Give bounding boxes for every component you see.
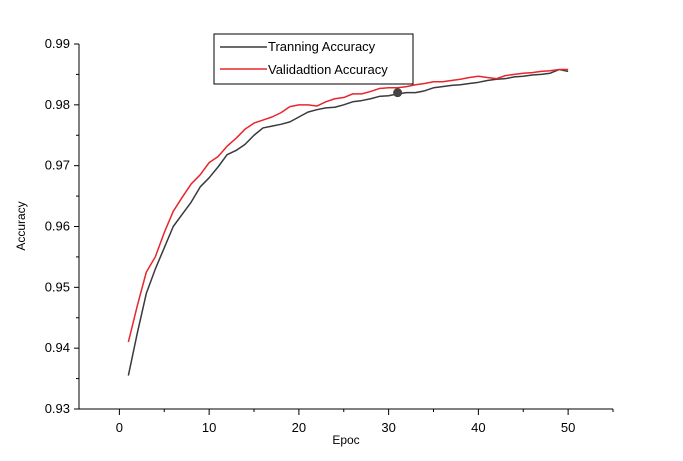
legend-label-training: Tranning Accuracy [268, 39, 376, 54]
y-axis-ticks: 0.93 0.94 0.95 0.96 0.97 0.98 0.99 [45, 36, 79, 416]
y-tick-label: 0.97 [45, 158, 70, 173]
legend: Tranning Accuracy Validadtion Accuracy [213, 33, 414, 85]
legend-box [213, 33, 414, 85]
marker-layer [393, 88, 403, 98]
data-point-marker [393, 88, 403, 98]
y-tick-label: 0.98 [45, 97, 70, 112]
legend-label-validation: Validadtion Accuracy [268, 62, 388, 77]
series-line-training [127, 68, 569, 376]
plot-area [127, 68, 569, 376]
x-tick-label: 0 [116, 420, 123, 435]
x-tick-label: 40 [471, 420, 485, 435]
x-tick-label: 50 [561, 420, 575, 435]
y-tick-label: 0.99 [45, 36, 70, 51]
series-layer [127, 68, 569, 376]
x-axis-ticks: 0 10 20 30 40 50 [116, 409, 614, 435]
series-line-validation [127, 68, 569, 343]
x-tick-label: 30 [381, 420, 395, 435]
x-axis-title: Epoc [332, 433, 359, 447]
x-tick-label: 10 [202, 420, 216, 435]
y-tick-label: 0.93 [45, 401, 70, 416]
y-tick-label: 0.95 [45, 279, 70, 294]
y-tick-label: 0.94 [45, 340, 70, 355]
y-tick-label: 0.96 [45, 219, 70, 234]
y-axis-title: Accuracy [14, 201, 28, 250]
x-tick-label: 20 [292, 420, 306, 435]
